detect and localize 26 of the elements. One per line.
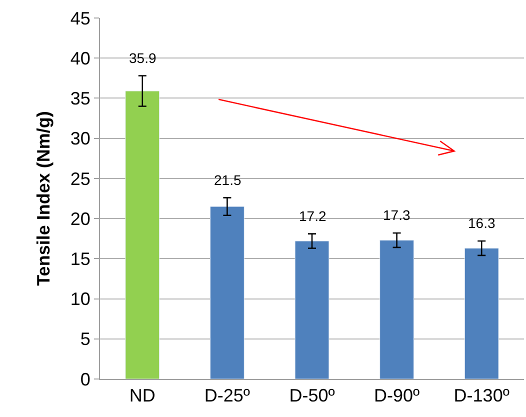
x-tick-label: D-130º [454, 386, 510, 406]
x-tick-label: D-25º [204, 386, 250, 406]
data-label: 35.9 [129, 50, 156, 66]
bar [380, 240, 414, 379]
y-tick-label: 15 [70, 248, 90, 269]
bar [125, 90, 160, 379]
x-tick-label: ND [129, 386, 156, 406]
y-tick-label: 20 [70, 208, 90, 229]
x-tick-label: D-50º [289, 386, 336, 406]
bar [464, 248, 499, 379]
y-tick-label: 35 [70, 88, 90, 109]
data-label: 17.3 [383, 207, 410, 223]
bar [294, 240, 330, 379]
y-tick-label: 0 [80, 369, 90, 390]
y-tick-label: 40 [70, 48, 90, 68]
y-axis-title: Tensile Index (Nm/g) [34, 111, 54, 286]
y-tick-label: 45 [70, 8, 90, 28]
bar [210, 206, 244, 379]
x-tick-label: D-90º [374, 386, 420, 406]
data-label: 21.5 [214, 172, 242, 188]
y-tick-label: 25 [70, 168, 90, 189]
y-tick-label: 30 [70, 128, 90, 149]
data-label: 17.2 [299, 208, 326, 224]
y-tick-label: 10 [70, 289, 90, 310]
data-label: 16.3 [468, 215, 496, 231]
y-tick-label: 5 [80, 329, 90, 350]
